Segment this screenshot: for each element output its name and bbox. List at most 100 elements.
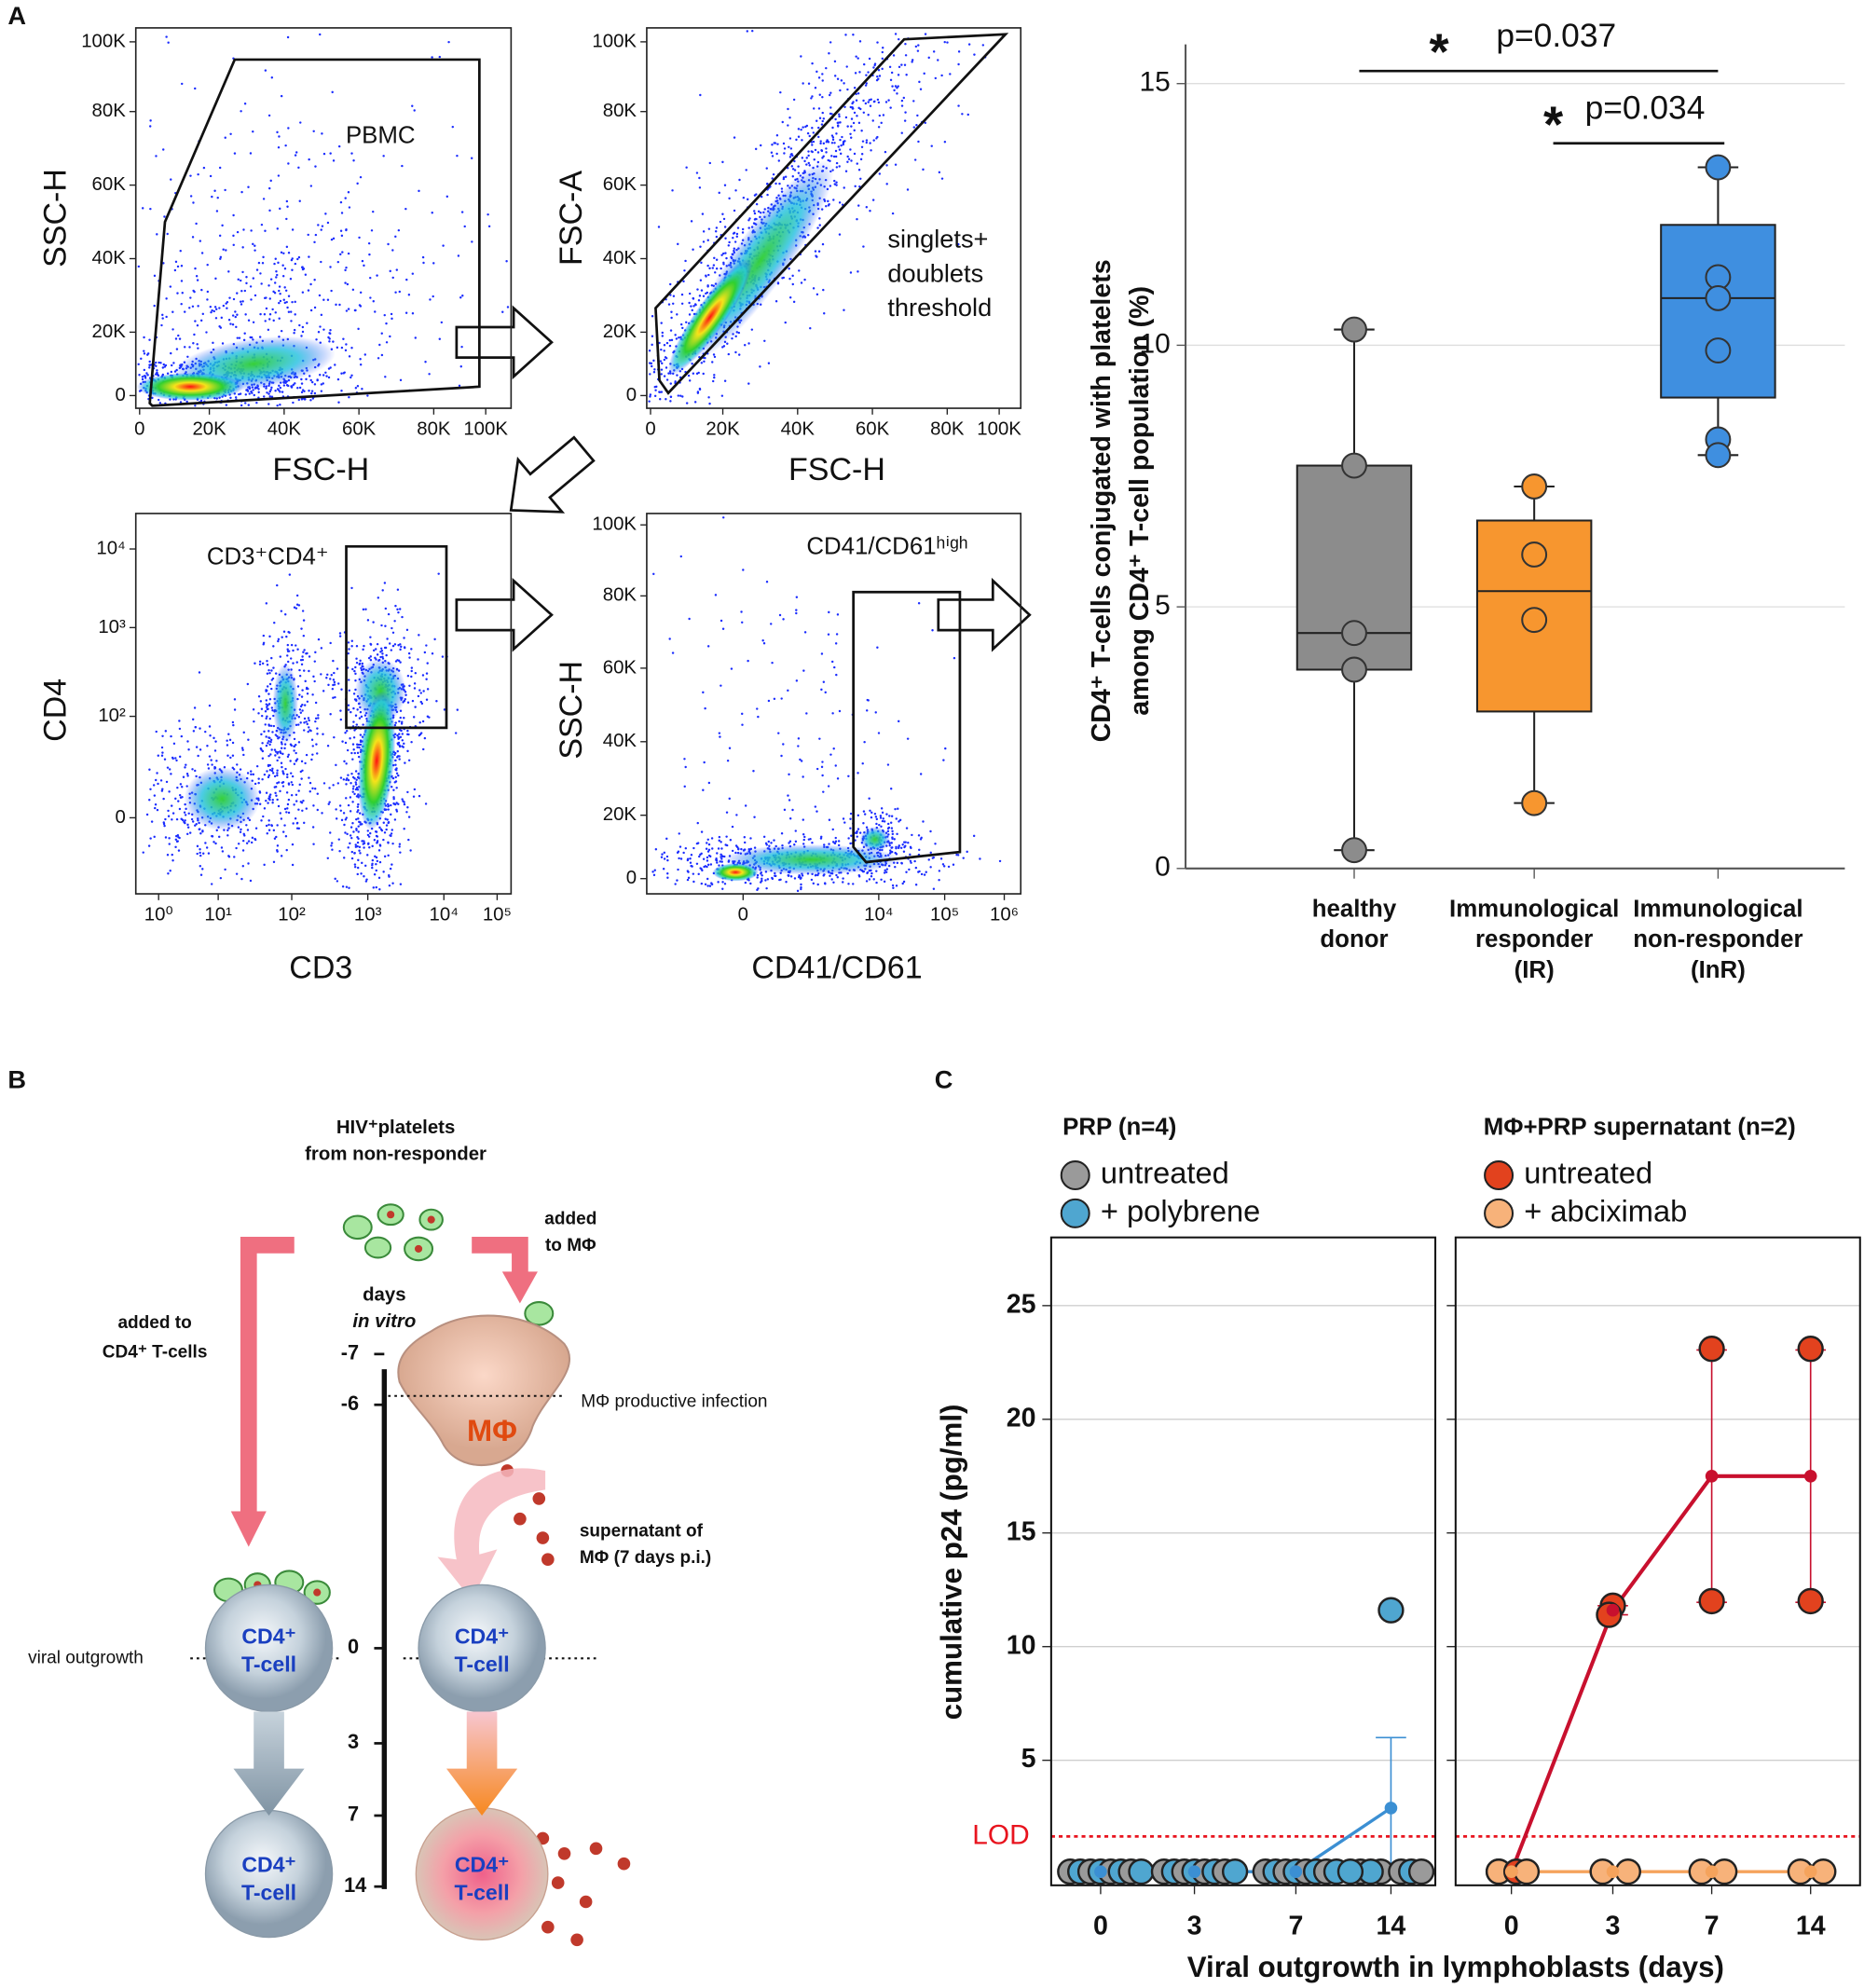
event-dot: [356, 751, 360, 755]
event-dot: [198, 671, 201, 674]
event-dot: [266, 663, 269, 666]
event-dot: [350, 710, 352, 714]
event-dot: [162, 797, 165, 801]
event-dot: [222, 304, 226, 308]
block-arrows: [455, 305, 1032, 652]
event-dot: [874, 711, 877, 714]
event-dot: [783, 147, 787, 150]
event-dot: [677, 242, 679, 246]
event-dot: [351, 822, 354, 825]
event-dot: [250, 770, 253, 773]
event-dot: [807, 838, 811, 841]
events: [651, 516, 1002, 893]
event-dot: [264, 710, 267, 713]
event-dot: [348, 395, 350, 399]
event-dot: [401, 739, 404, 742]
event-dot: [661, 335, 665, 337]
timeline-label: 3: [348, 1730, 359, 1753]
gate: [148, 58, 481, 407]
events: [142, 572, 459, 891]
y-tick-label: 20K: [603, 322, 637, 342]
event-dot: [206, 763, 210, 766]
virion: [551, 1876, 565, 1889]
event-dot: [392, 797, 395, 801]
event-dot: [706, 284, 709, 287]
event-dot: [391, 829, 393, 831]
event-dot: [193, 706, 197, 709]
event-dot: [689, 857, 692, 860]
event-dot: [747, 382, 750, 385]
event-dot: [308, 790, 311, 793]
event-dot: [895, 884, 898, 887]
event-dot: [917, 44, 920, 47]
event-dot: [255, 764, 259, 768]
event-dot: [385, 653, 388, 657]
event-dot: [261, 777, 264, 781]
event-dot: [344, 741, 348, 745]
event-dot: [261, 662, 265, 665]
event-dot: [295, 603, 299, 606]
event-dot: [779, 878, 782, 882]
event-dot: [350, 645, 353, 648]
event-dot: [239, 300, 242, 303]
event-dot: [254, 837, 256, 841]
event-dot: [268, 395, 271, 398]
event-dot: [318, 294, 322, 297]
event-dot: [414, 671, 418, 675]
event-dot: [387, 841, 390, 844]
event-dot: [267, 740, 270, 743]
event-dot: [219, 257, 222, 261]
platelet: [524, 1301, 555, 1326]
event-dot: [322, 382, 324, 385]
event-dot: [668, 344, 672, 348]
event-dot: [391, 863, 393, 866]
event-dot: [271, 802, 274, 804]
event-dot: [698, 186, 702, 189]
event-dot: [844, 34, 847, 36]
event-dot: [654, 389, 657, 391]
event-dot: [872, 100, 876, 103]
event-dot: [704, 865, 707, 868]
event-dot: [401, 615, 404, 619]
event-dot: [310, 738, 314, 741]
event-dot: [307, 717, 310, 720]
event-dot: [682, 280, 685, 283]
event-dot: [867, 101, 870, 103]
event-dot: [733, 240, 737, 243]
event-dot: [348, 679, 350, 681]
event-dot: [836, 77, 840, 80]
event-dot: [877, 69, 881, 72]
event-dot: [175, 834, 178, 838]
event-dot: [884, 150, 887, 154]
event-dot: [193, 333, 196, 336]
event-dot: [795, 138, 798, 142]
event-dot: [806, 131, 810, 135]
event-dot: [350, 639, 354, 643]
event-dot: [670, 338, 674, 342]
event-dot: [861, 140, 865, 143]
event-dot: [326, 745, 330, 747]
event-dot: [913, 158, 917, 161]
event-dot: [942, 759, 945, 761]
event-dot: [805, 712, 808, 715]
event-dot: [172, 362, 175, 364]
y-axis-label: SSC-H: [37, 169, 73, 267]
event-dot: [322, 298, 325, 301]
event-dot: [242, 832, 245, 836]
event-dot: [334, 695, 336, 699]
event-dot: [872, 878, 875, 881]
event-dot: [164, 363, 168, 367]
event-dot: [371, 866, 374, 870]
event-dot: [377, 596, 380, 599]
event-dot: [934, 76, 938, 80]
event-dot: [272, 724, 276, 728]
event-dot: [301, 267, 305, 271]
event-dot: [267, 328, 270, 332]
event-dot: [410, 675, 413, 679]
event-dot: [902, 96, 906, 100]
event-dot: [345, 797, 348, 800]
event-dot: [706, 863, 710, 867]
event-dot: [800, 887, 802, 891]
event-dot: [192, 730, 196, 733]
event-dot: [320, 260, 322, 264]
